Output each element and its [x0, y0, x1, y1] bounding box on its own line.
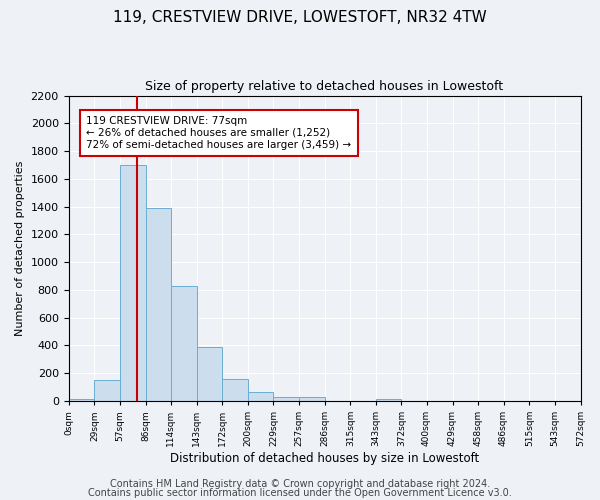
Title: Size of property relative to detached houses in Lowestoft: Size of property relative to detached ho…	[145, 80, 503, 93]
X-axis label: Distribution of detached houses by size in Lowestoft: Distribution of detached houses by size …	[170, 452, 479, 465]
Bar	[94, 380, 119, 401]
Bar	[68, 399, 94, 401]
Bar	[248, 392, 274, 401]
Text: 119, CRESTVIEW DRIVE, LOWESTOFT, NR32 4TW: 119, CRESTVIEW DRIVE, LOWESTOFT, NR32 4T…	[113, 10, 487, 25]
Bar	[146, 208, 170, 401]
Text: Contains HM Land Registry data © Crown copyright and database right 2024.: Contains HM Land Registry data © Crown c…	[110, 479, 490, 489]
Y-axis label: Number of detached properties: Number of detached properties	[15, 160, 25, 336]
Bar	[376, 399, 401, 401]
Text: 119 CRESTVIEW DRIVE: 77sqm
← 26% of detached houses are smaller (1,252)
72% of s: 119 CRESTVIEW DRIVE: 77sqm ← 26% of deta…	[86, 116, 352, 150]
Bar	[119, 165, 146, 401]
Bar	[170, 286, 197, 401]
Bar	[223, 379, 248, 401]
Text: Contains public sector information licensed under the Open Government Licence v3: Contains public sector information licen…	[88, 488, 512, 498]
Bar	[197, 347, 223, 401]
Bar	[274, 397, 299, 401]
Bar	[299, 397, 325, 401]
